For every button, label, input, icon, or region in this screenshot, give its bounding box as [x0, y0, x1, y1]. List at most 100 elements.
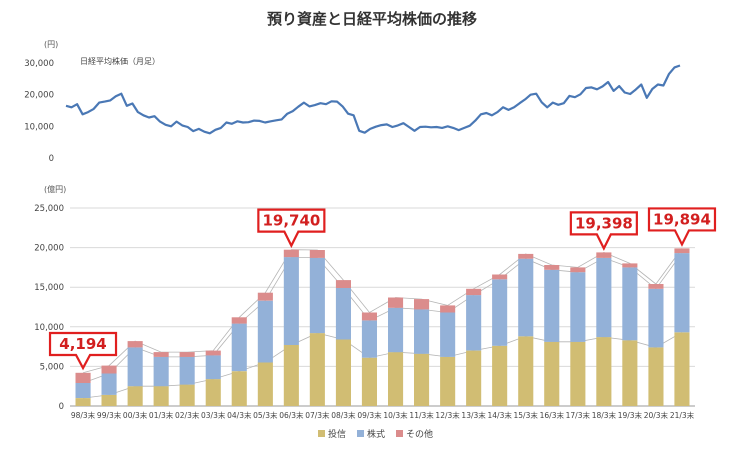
- bar-segment: [440, 356, 456, 406]
- bar-x-tick-label: 21/3末: [670, 410, 695, 420]
- line-y-tick-label: 0: [49, 154, 54, 164]
- bar-segment: [440, 312, 456, 357]
- nikkei-line: [65, 64, 681, 135]
- bar-x-axis: 98/3末 99/3末 00/3末 01/3末 02/3末 03/3末 04/3末 05/3末…: [71, 410, 695, 420]
- legend-item-label: その他: [406, 428, 433, 440]
- bar-x-tick-label: 15/3末: [514, 410, 539, 420]
- line-unit-label: (円): [44, 40, 58, 49]
- bar-x-tick-label: 98/3末: [71, 410, 96, 420]
- series-connector-line: [82, 252, 683, 384]
- bar-segment: [127, 386, 143, 406]
- bar-segment: [309, 250, 325, 258]
- bar-segment: [361, 312, 377, 321]
- bar-x-tick-label: 02/3末: [175, 410, 200, 420]
- bar-segment: [674, 253, 690, 333]
- bar-segment: [205, 355, 221, 380]
- legend-item-label: 株式: [367, 428, 385, 440]
- bar-segment: [544, 341, 560, 406]
- bar-x-tick-label: 04/3末: [227, 410, 252, 420]
- bar-segment: [283, 257, 299, 345]
- bar-segment: [257, 362, 273, 406]
- bar-segment: [335, 288, 351, 340]
- bar-segment: [570, 272, 586, 342]
- legend-item-label: 投信: [328, 428, 346, 440]
- bar-x-tick-label: 12/3末: [435, 410, 460, 420]
- series-connector-line: [82, 331, 683, 399]
- bar-segment: [127, 341, 143, 348]
- callout-label: 19,894: [653, 210, 711, 228]
- bar-x-tick-label: 01/3末: [149, 410, 174, 420]
- callout-label: 4,194: [59, 335, 106, 353]
- bar-y-tick-label: 15,000: [34, 283, 64, 293]
- legend-swatch: [318, 430, 325, 437]
- line-y-tick-label: 20,000: [24, 91, 54, 101]
- bar-segment: [518, 253, 534, 259]
- bar-segment: [101, 365, 117, 374]
- bar-segment: [414, 309, 430, 354]
- bar-segment: [335, 280, 351, 288]
- bar-segment: [492, 274, 508, 280]
- bar-segment: [75, 372, 91, 383]
- bar-segment: [466, 350, 482, 406]
- bar-x-tick-label: 13/3末: [461, 410, 486, 420]
- legend: 投信 株式 その他: [318, 428, 433, 440]
- callout: 19,894: [647, 207, 717, 247]
- bar-segment: [205, 379, 221, 406]
- bar-x-tick-label: 07/3末: [305, 410, 330, 420]
- bar-segment: [127, 347, 143, 387]
- bar-series-lines: [82, 248, 683, 399]
- bar-x-tick-label: 06/3末: [279, 410, 304, 420]
- bar-segment: [622, 263, 638, 268]
- bar-x-tick-label: 17/3末: [566, 410, 591, 420]
- bar-segment: [388, 352, 404, 406]
- bar-segment: [153, 352, 169, 357]
- bar-y-axis: 0 5,000 10,000 15,000 20,000 25,000: [34, 204, 64, 412]
- bar-segment: [257, 300, 273, 363]
- bar-segment: [544, 265, 560, 270]
- callout-box: [48, 331, 118, 371]
- line-y-tick-label: 30,000: [24, 59, 54, 69]
- bar-segment: [153, 356, 169, 387]
- bar-x-tick-label: 16/3末: [540, 410, 565, 420]
- bar-segment: [544, 269, 560, 342]
- bar-segment: [309, 333, 325, 406]
- bar-segment: [75, 398, 91, 406]
- bar-segment: [335, 339, 351, 406]
- bar-segment: [414, 299, 430, 310]
- chart-title: 預り資産と日経平均株価の推移: [267, 10, 477, 28]
- bar-segment: [361, 357, 377, 406]
- bar-x-tick-label: 05/3末: [253, 410, 278, 420]
- bar-segment: [257, 292, 273, 301]
- bar-y-tick-label: 5,000: [40, 362, 64, 372]
- line-series-label: 日経平均株価（月足）: [80, 56, 160, 66]
- callout-label: 19,398: [575, 214, 633, 232]
- bar-segment: [622, 267, 638, 341]
- bar-unit-label: (億円): [44, 184, 66, 194]
- callout: 4,194: [48, 331, 118, 371]
- bar-segment: [622, 340, 638, 406]
- callout: 19,740: [257, 208, 326, 249]
- bar-segment: [648, 347, 664, 406]
- bar-segment: [440, 305, 456, 313]
- bar-segment: [466, 288, 482, 296]
- bar-y-tick-label: 25,000: [34, 204, 64, 214]
- bar-gridlines: [70, 207, 695, 407]
- bar-y-tick-label: 0: [59, 402, 64, 412]
- bar-segment: [179, 356, 195, 385]
- callout-box: [569, 211, 638, 251]
- bar-segment: [101, 373, 117, 395]
- bar-x-tick-label: 10/3末: [383, 410, 408, 420]
- bar-segment: [179, 384, 195, 406]
- bar-segment: [283, 249, 299, 258]
- bar-segment: [101, 394, 117, 406]
- bar-segment: [231, 323, 247, 372]
- series-connector-line: [82, 248, 683, 374]
- bar-segment: [596, 257, 612, 338]
- bar-segment: [205, 350, 221, 356]
- bar-segment: [648, 284, 664, 289]
- bar-segment: [570, 267, 586, 273]
- bar-segment: [518, 258, 534, 337]
- bar-segment: [492, 279, 508, 346]
- bar-x-tick-label: 99/3末: [97, 410, 122, 420]
